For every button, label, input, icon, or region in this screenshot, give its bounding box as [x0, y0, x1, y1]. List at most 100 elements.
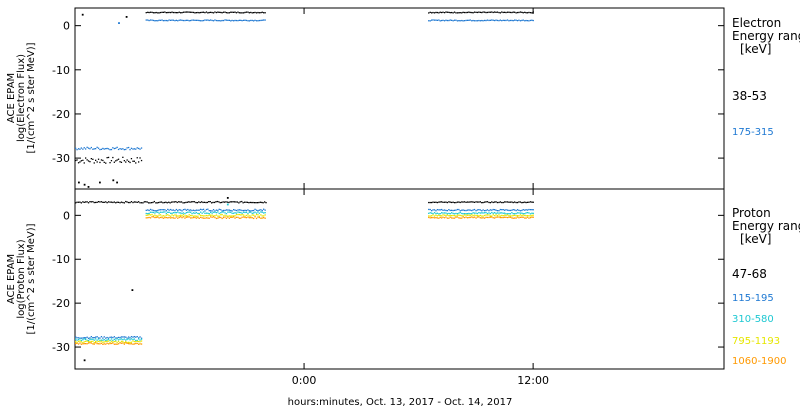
data-point: [120, 340, 123, 342]
data-point: [151, 19, 153, 21]
data-point: [184, 19, 186, 22]
data-point: [202, 208, 205, 210]
data-point: [92, 343, 94, 345]
data-point: [140, 340, 143, 342]
data-point: [188, 201, 190, 203]
data-point: [152, 211, 155, 214]
data-point: [96, 339, 98, 341]
data-point: [525, 19, 527, 22]
data-point: [77, 162, 80, 164]
data-point: [112, 336, 114, 339]
data-point: [106, 147, 108, 150]
data-point: [182, 216, 185, 218]
data-point: [261, 19, 263, 21]
data-point: [207, 217, 209, 219]
data-point: [102, 339, 104, 341]
data-point: [258, 201, 260, 204]
data-point: [191, 209, 193, 212]
data-point: [495, 214, 497, 216]
data-point: [89, 338, 91, 341]
data-point: [519, 20, 522, 22]
data-point: [224, 212, 226, 214]
data-point: [220, 20, 222, 22]
data-point: [512, 214, 514, 217]
data-point: [431, 201, 433, 204]
data-point: [112, 341, 114, 343]
data-point: [522, 201, 524, 204]
data-point: [453, 11, 456, 13]
data-point: [230, 211, 232, 213]
data-point: [170, 11, 172, 14]
data-point: [109, 149, 111, 151]
data-point: [138, 343, 140, 345]
data-point: [139, 336, 141, 338]
data-point: [479, 209, 481, 211]
data-point: [465, 213, 467, 215]
data-point: [126, 201, 128, 203]
data-point: [230, 209, 232, 212]
data-point: [441, 215, 443, 217]
data-point: [258, 215, 260, 217]
data-point: [159, 211, 162, 213]
data-point: [168, 216, 170, 219]
data-point: [149, 208, 152, 211]
data-point: [87, 339, 90, 342]
data-point: [197, 11, 199, 14]
data-point: [263, 12, 265, 14]
data-point: [87, 341, 90, 343]
data-point: [438, 214, 440, 216]
data-point: [492, 208, 494, 211]
data-point: [157, 216, 159, 218]
data-point: [516, 20, 519, 22]
data-point: [263, 215, 265, 217]
data-point: [102, 147, 104, 150]
data-point: [257, 211, 259, 213]
data-point: [524, 11, 526, 13]
data-point: [168, 11, 170, 14]
data-point: [506, 11, 509, 13]
data-point: [502, 201, 504, 204]
data-point: [161, 215, 163, 217]
data-point: [95, 201, 97, 204]
data-point: [204, 215, 206, 217]
data-point: [481, 210, 483, 212]
data-point: [81, 13, 84, 16]
data-point: [225, 209, 228, 211]
data-point: [443, 20, 446, 22]
data-point: [478, 11, 480, 13]
data-point: [142, 202, 144, 204]
data-point: [154, 12, 156, 14]
data-point: [195, 201, 197, 204]
data-point: [504, 214, 506, 216]
data-point: [202, 11, 205, 13]
data-point: [201, 217, 203, 219]
data-point: [152, 209, 155, 212]
data-point: [529, 213, 532, 215]
data-point: [463, 11, 466, 14]
data-point: [476, 214, 479, 217]
data-point: [495, 209, 497, 211]
data-point: [190, 19, 192, 22]
data-point: [119, 336, 121, 339]
data-point: [215, 19, 218, 22]
data-point: [243, 209, 245, 212]
data-point: [521, 212, 523, 214]
data-point: [99, 337, 101, 339]
data-point: [106, 340, 108, 342]
top-legend: Electron Energy range [keV] 38-53 175-31…: [732, 16, 800, 138]
data-point: [116, 159, 118, 161]
data-point: [167, 11, 169, 14]
data-point: [188, 211, 190, 213]
data-point: [248, 202, 250, 204]
data-point: [522, 214, 524, 216]
data-point: [428, 215, 430, 217]
data-point: [247, 11, 249, 13]
data-point: [230, 216, 232, 218]
data-point: [167, 217, 169, 219]
data-point: [253, 20, 255, 22]
data-point: [219, 202, 221, 204]
data-point: [442, 209, 444, 211]
data-point: [132, 343, 134, 345]
data-point: [433, 212, 436, 214]
data-point: [241, 214, 243, 216]
